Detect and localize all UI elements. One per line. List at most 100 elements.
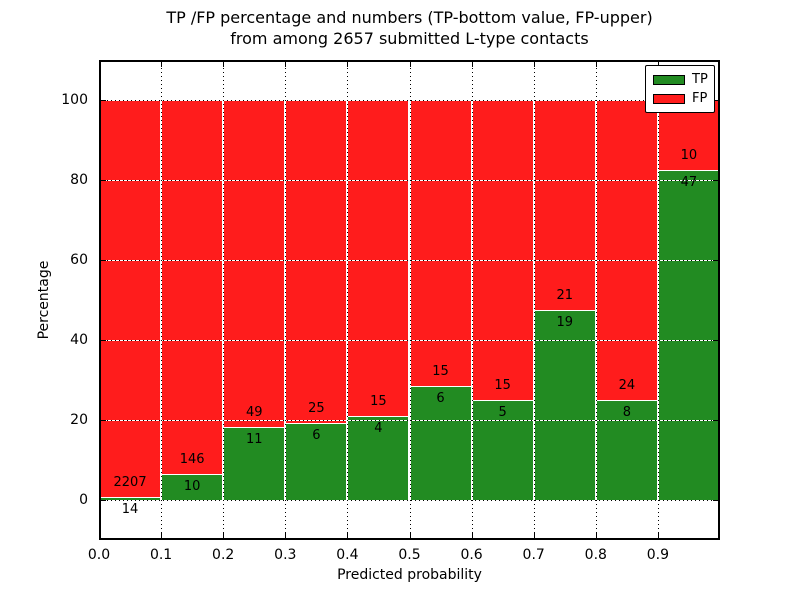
y-tick-mark	[713, 500, 720, 501]
fp-count-label: 2207	[113, 475, 147, 491]
x-axis-tick-label: 0.5	[398, 547, 421, 563]
x-tick-mark	[347, 533, 349, 540]
tp-bar-segment	[285, 422, 348, 500]
x-axis-tick-label: 0.0	[87, 547, 111, 563]
fp-bar-segment	[471, 100, 534, 400]
tp-bar-segment	[223, 426, 286, 500]
fp-count-label: 24	[618, 378, 636, 393]
fp-count-label: 21	[556, 288, 573, 303]
y-tick-mark	[99, 500, 106, 501]
x-gridline	[223, 60, 225, 540]
x-axis-tick-label: 0.6	[460, 547, 483, 563]
y-tick-mark	[713, 260, 720, 261]
tp-bar-segment	[471, 400, 534, 500]
fp-bar-segment	[161, 100, 224, 475]
x-tick-mark	[409, 60, 411, 67]
tp-count-label: 14	[121, 502, 139, 518]
fp-bar-segment	[223, 100, 286, 427]
legend-item-tp: TP	[653, 70, 714, 89]
tp-count-label: 10	[183, 479, 201, 495]
y-tick-mark	[99, 180, 106, 181]
x-tick-mark	[223, 533, 225, 540]
fp-count-label: 10	[680, 148, 698, 164]
tp-legend-swatch	[653, 74, 685, 85]
x-axis-tick-label: 0.1	[149, 547, 173, 563]
fp-bar-segment	[533, 100, 596, 310]
y-axis-title: Percentage	[36, 260, 52, 340]
x-tick-mark	[471, 533, 473, 540]
tp-count-label: 6	[436, 390, 445, 406]
x-tick-mark	[595, 533, 597, 540]
x-gridline	[595, 60, 597, 540]
fp-count-label: 146	[179, 452, 205, 468]
chart-title-line1: TP /FP percentage and numbers (TP-bottom…	[166, 8, 653, 27]
tp-bar-segment	[657, 170, 720, 500]
x-tick-mark	[533, 533, 535, 540]
x-gridline	[533, 60, 535, 540]
chart-title: TP /FP percentage and numbers (TP-bottom…	[99, 7, 720, 49]
fp-count-label: 25	[308, 400, 325, 416]
y-tick-mark	[713, 180, 720, 181]
fp-bar-segment	[347, 100, 410, 416]
x-gridline	[285, 60, 287, 540]
x-axis-tick-label: 0.4	[336, 547, 359, 563]
y-tick-mark	[713, 420, 720, 421]
x-tick-mark	[657, 533, 659, 540]
x-gridline	[161, 60, 163, 540]
y-tick-mark	[713, 340, 720, 341]
x-tick-mark	[347, 60, 349, 67]
fp-legend-swatch	[653, 93, 685, 104]
x-tick-mark	[595, 60, 597, 67]
plot-area: TP FP 2207 14 146 10 49 11 25 6 15 4 15 6 15 5 21 19 24 8…	[99, 60, 720, 540]
x-axis-tick-label: 0.2	[212, 547, 235, 563]
x-axis-title: Predicted probability	[337, 567, 482, 583]
x-axis-tick-label: 0.3	[274, 547, 297, 563]
tp-bar-segment	[533, 310, 596, 500]
y-axis-tick-label: 20	[70, 412, 88, 428]
y-axis-tick-label: 60	[70, 252, 88, 268]
fp-bar-segment	[409, 100, 472, 386]
x-gridline	[347, 60, 349, 540]
x-tick-mark	[533, 60, 535, 67]
tp-count-label: 47	[680, 175, 698, 191]
fp-bar-segment	[595, 100, 658, 400]
y-tick-mark	[99, 340, 106, 341]
legend-label-tp: TP	[692, 72, 708, 87]
tp-bar-segment	[347, 415, 410, 500]
fp-bar-segment	[285, 100, 348, 423]
chart-title-line2: from among 2657 submitted L-type contact…	[230, 29, 589, 48]
y-axis-tick-label: 40	[70, 332, 88, 348]
legend-item-fp: FP	[653, 89, 714, 108]
y-tick-mark	[99, 260, 106, 261]
x-axis-tick-label: 0.7	[522, 547, 545, 563]
y-axis-tick-label: 0	[79, 492, 88, 508]
x-tick-mark	[657, 60, 659, 67]
x-gridline	[409, 60, 411, 540]
tp-bar-segment	[409, 385, 472, 500]
x-axis-tick-label: 0.9	[646, 547, 670, 563]
tp-bar-segment	[161, 474, 224, 500]
x-gridline	[657, 60, 659, 540]
legend-label-fp: FP	[692, 91, 708, 106]
fp-count-label: 15	[370, 393, 387, 409]
fp-count-label: 15	[432, 363, 449, 379]
y-axis-tick-label: 100	[61, 92, 88, 108]
x-tick-mark	[471, 60, 473, 67]
tp-count-label: 19	[556, 315, 573, 330]
x-tick-mark	[409, 533, 411, 540]
tp-count-label: 4	[374, 420, 383, 436]
fp-count-label: 15	[494, 378, 511, 393]
y-axis-tick-label: 80	[70, 172, 88, 188]
tp-count-label: 6	[312, 427, 321, 443]
y-tick-mark	[99, 420, 106, 421]
fp-bar-segment	[99, 100, 162, 498]
legend: TP FP	[645, 65, 715, 113]
x-tick-mark	[285, 60, 287, 67]
tp-count-label: 5	[498, 405, 507, 420]
y-tick-mark	[99, 100, 106, 101]
y-tick-mark	[713, 100, 720, 101]
x-axis-tick-label: 0.8	[584, 547, 607, 563]
x-tick-mark	[161, 60, 163, 67]
tp-count-label: 8	[622, 405, 631, 420]
